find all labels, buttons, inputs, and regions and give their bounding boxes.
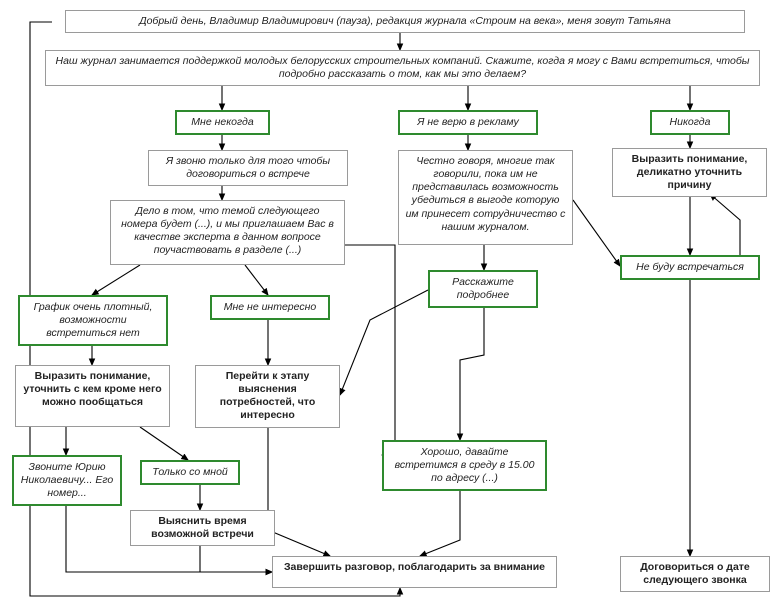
node-honest: Честно говоря, многие так говорили, пока…	[398, 150, 573, 245]
node-understand_who: Выразить понимание, уточнить с кем кроме…	[15, 365, 170, 427]
arrow-theme-not_interested	[245, 265, 268, 295]
arrow-honest-no_meet	[573, 200, 620, 266]
arrow-ok_meet-finish	[420, 488, 460, 556]
arrow-theme-tight_schedule	[92, 265, 140, 295]
node-goto_needs: Перейти к этапу выяснения потребностей, …	[195, 365, 340, 428]
arrow-tell_more-goto_needs	[340, 290, 428, 395]
node-next_call: Договориться о дате следующего звонка	[620, 556, 770, 592]
arrow-find_time-finish	[200, 544, 272, 572]
node-understand_cause: Выразить понимание, деликатно уточнить п…	[612, 148, 767, 197]
node-find_time: Выяснить время возможной встречи	[130, 510, 275, 546]
node-finish: Завершить разговор, поблагодарить за вни…	[272, 556, 557, 588]
node-pitch: Наш журнал занимается поддержкой молодых…	[45, 50, 760, 86]
arrow-tell_more-ok_meet	[460, 302, 484, 440]
node-no_meet: Не буду встречаться	[620, 255, 760, 280]
node-resp_never: Никогда	[650, 110, 730, 135]
node-intro: Добрый день, Владимир Владимирович (пауз…	[65, 10, 745, 33]
node-resp_busy: Мне некогда	[175, 110, 270, 135]
node-call_yuri: Звоните Юрию Николаевичу... Его номер...	[12, 455, 122, 506]
node-ok_meet: Хорошо, давайте встретимся в среду в 15.…	[382, 440, 547, 491]
arrow-no_meet-understand_cause	[710, 194, 740, 255]
node-resp_noad: Я не верю в рекламу	[398, 110, 538, 135]
node-not_interested: Мне не интересно	[210, 295, 330, 320]
arrow-goto_needs-finish	[268, 427, 330, 556]
arrow-theme-ok_meet	[345, 245, 395, 455]
node-theme: Дело в том, что темой следующего номера …	[110, 200, 345, 265]
node-tell_more: Расскажите подробнее	[428, 270, 538, 308]
node-only_me: Только со мной	[140, 460, 240, 485]
node-call_meeting: Я звоню только для того чтобы договорить…	[148, 150, 348, 186]
node-tight_schedule: График очень плотный, возможности встрет…	[18, 295, 168, 346]
arrow-understand_who-only_me	[140, 427, 188, 460]
